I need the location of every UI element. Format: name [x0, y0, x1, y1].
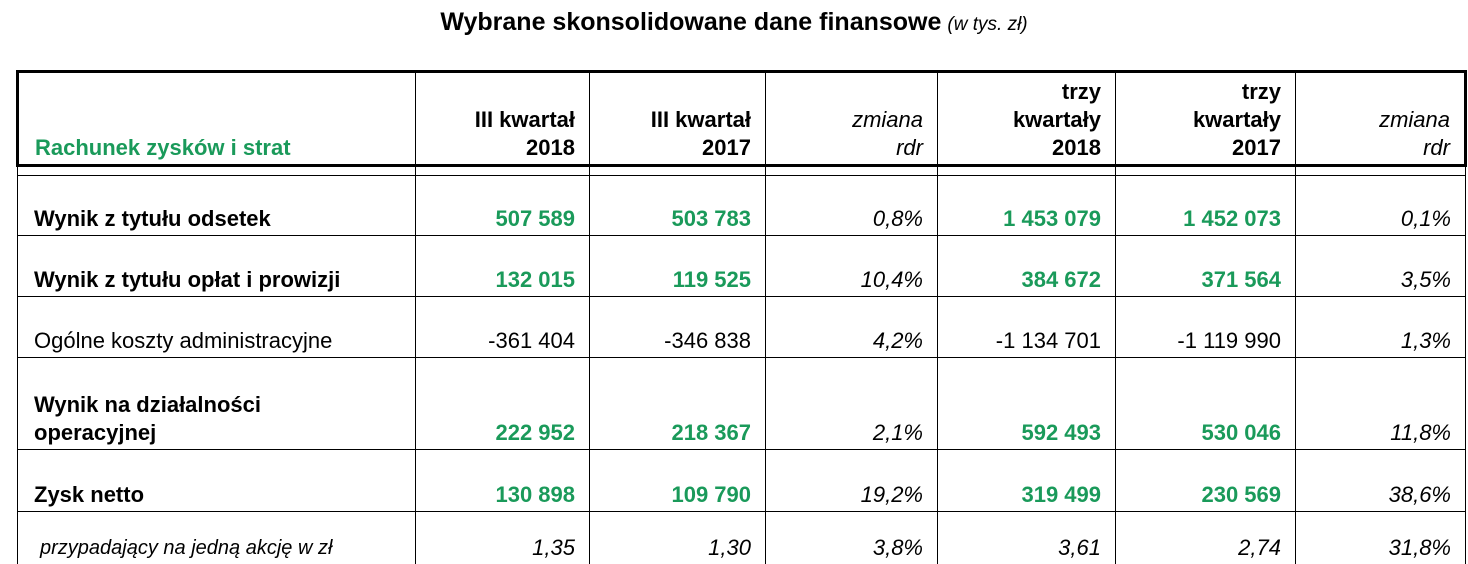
cell-change-q: 0,8%: [765, 175, 938, 236]
cell-change-q: 4,2%: [765, 296, 938, 358]
cell-change-q: 2,1%: [765, 357, 938, 450]
header-9m-2017: trzy kwartały 2017: [1115, 70, 1296, 167]
cell-q3-2017: 109 790: [589, 449, 766, 512]
cell-q3-2018: 132 015: [415, 235, 590, 297]
cell-9m-2018: 319 499: [937, 449, 1116, 512]
cell-change-q: 10,4%: [765, 235, 938, 297]
cell-change-9m: 31,8%: [1295, 511, 1466, 564]
table-row: Wynik na działalności operacyjnej 222 952…: [17, 357, 1466, 450]
row-label: Wynik z tytułu opłat i prowizji: [17, 235, 416, 297]
cell-9m-2018: -1 134 701: [937, 296, 1116, 358]
cell-q3-2017: 119 525: [589, 235, 766, 297]
cell-change-9m: 0,1%: [1295, 175, 1466, 236]
cell-q3-2017: -346 838: [589, 296, 766, 358]
cell-9m-2018: 1 453 079: [937, 175, 1116, 236]
cell-q3-2018: -361 404: [415, 296, 590, 358]
table-row: Ogólne koszty administracyjne -361 404 -…: [17, 296, 1466, 358]
cell-9m-2018: 592 493: [937, 357, 1116, 450]
cell-change-9m: 1,3%: [1295, 296, 1466, 358]
cell-change-9m: 11,8%: [1295, 357, 1466, 450]
row-label: przypadający na jedną akcję w zł: [17, 511, 416, 564]
table-row: przypadający na jedną akcję w zł 1,35 1,…: [17, 511, 1466, 564]
cell-q3-2017: 1,30: [589, 511, 766, 564]
header-q3-2017: III kwartał 2017: [589, 70, 766, 167]
page-title: Wybrane skonsolidowane dane finansowe: [440, 8, 942, 36]
cell-9m-2017: 2,74: [1115, 511, 1296, 564]
table-row: Wynik z tytułu odsetek 507 589 503 783 0…: [17, 175, 1466, 236]
title-unit: (w tys. zł): [947, 14, 1028, 35]
cell-q3-2018: 222 952: [415, 357, 590, 450]
header-9m-2018: trzy kwartały 2018: [937, 70, 1116, 167]
cell-q3-2017: 503 783: [589, 175, 766, 236]
cell-q3-2017: 218 367: [589, 357, 766, 450]
header-yoy-change-9m: zmiana rdr: [1295, 70, 1467, 167]
row-label: Zysk netto: [17, 449, 416, 512]
cell-9m-2017: -1 119 990: [1115, 296, 1296, 358]
row-label: Wynik na działalności operacyjnej: [17, 357, 416, 450]
cell-9m-2018: 3,61: [937, 511, 1116, 564]
cell-9m-2017: 1 452 073: [1115, 175, 1296, 236]
cell-q3-2018: 507 589: [415, 175, 590, 236]
cell-9m-2017: 230 569: [1115, 449, 1296, 512]
cell-change-q: 3,8%: [765, 511, 938, 564]
table-row: Wynik z tytułu opłat i prowizji 132 015 …: [17, 235, 1466, 297]
table-row: Zysk netto 130 898 109 790 19,2% 319 499…: [17, 449, 1466, 512]
cell-change-q: 19,2%: [765, 449, 938, 512]
cell-change-9m: 3,5%: [1295, 235, 1466, 297]
row-label: Ogólne koszty administracyjne: [17, 296, 416, 358]
cell-q3-2018: 130 898: [415, 449, 590, 512]
cell-9m-2018: 384 672: [937, 235, 1116, 297]
header-yoy-change-q: zmiana rdr: [765, 70, 938, 167]
cell-change-9m: 38,6%: [1295, 449, 1466, 512]
page-title-block: Wybrane skonsolidowane dane finansowe (w …: [0, 8, 1468, 37]
cell-q3-2018: 1,35: [415, 511, 590, 564]
table-spacer-row: [17, 165, 1466, 176]
table-header-row: Rachunek zysków i strat III kwartał 2018 …: [16, 70, 1467, 167]
cell-9m-2017: 530 046: [1115, 357, 1296, 450]
financial-data-table: Rachunek zysków i strat III kwartał 2018 …: [16, 70, 1467, 564]
header-q3-2018: III kwartał 2018: [415, 70, 590, 167]
header-income-statement: Rachunek zysków i strat: [16, 70, 416, 167]
cell-9m-2017: 371 564: [1115, 235, 1296, 297]
row-label: Wynik z tytułu odsetek: [17, 175, 416, 236]
